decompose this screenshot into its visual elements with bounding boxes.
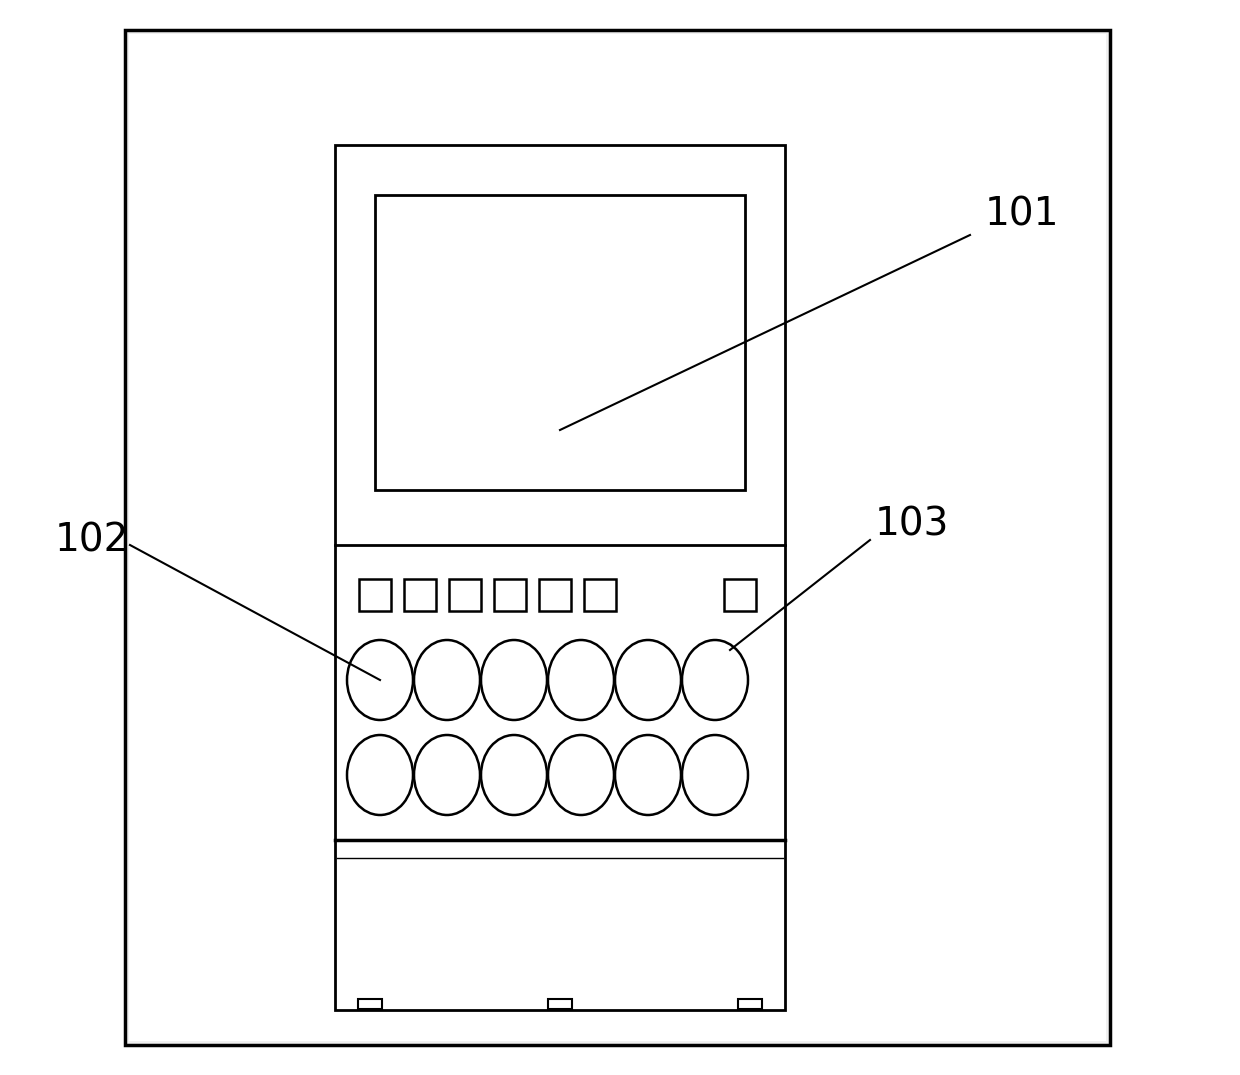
Ellipse shape bbox=[615, 735, 681, 815]
Bar bbox=[548, 999, 572, 1009]
Text: 101: 101 bbox=[985, 196, 1059, 234]
Ellipse shape bbox=[548, 640, 614, 720]
Ellipse shape bbox=[682, 735, 748, 815]
Ellipse shape bbox=[414, 735, 480, 815]
Bar bbox=[404, 579, 436, 611]
Ellipse shape bbox=[682, 640, 748, 720]
Bar bbox=[724, 579, 756, 611]
Bar bbox=[449, 579, 481, 611]
Ellipse shape bbox=[347, 735, 413, 815]
Bar bbox=[360, 579, 391, 611]
Bar bbox=[358, 999, 382, 1009]
Bar bbox=[129, 34, 1106, 1041]
Ellipse shape bbox=[347, 640, 413, 720]
Bar bbox=[539, 579, 570, 611]
Ellipse shape bbox=[548, 735, 614, 815]
Ellipse shape bbox=[615, 640, 681, 720]
Ellipse shape bbox=[481, 640, 547, 720]
Bar bbox=[374, 195, 745, 490]
Ellipse shape bbox=[481, 735, 547, 815]
Bar bbox=[494, 579, 526, 611]
Bar bbox=[335, 145, 785, 1010]
Text: 102: 102 bbox=[55, 521, 129, 559]
Bar bbox=[584, 579, 616, 611]
Ellipse shape bbox=[414, 640, 480, 720]
Text: 103: 103 bbox=[875, 506, 950, 544]
Bar bbox=[738, 999, 763, 1009]
Bar bbox=[125, 30, 1110, 1045]
